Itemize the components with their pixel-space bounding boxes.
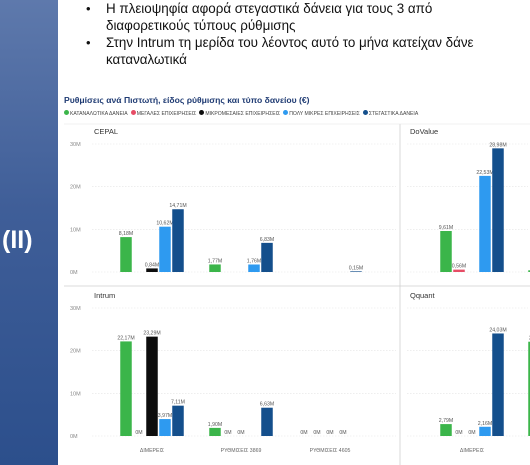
bar (440, 230, 452, 272)
legend-label: ΜΙΚΡΟΜΕΣΑΙΕΣ ΕΠΙΧΕΙΡΗΣΕΙΣ (205, 110, 281, 117)
bar (248, 264, 260, 272)
bar (528, 341, 530, 436)
x-category-label: ΡΥΘΜΙΣΕΙΣ 4605 (310, 448, 351, 454)
chart-legend: ΚΑΤΑΝΑΛΩΤΙΚΑ ΔΑΝΕΙΑ ΜΕΓΑΛΕΣ ΕΠΙΧΕΙΡΗΣΕΙΣ Μ… (64, 110, 421, 117)
bar (146, 268, 158, 272)
bar-value-label: 23,29M (143, 331, 160, 337)
bar (440, 424, 452, 436)
x-category-label: ΔΙΜΕΡΕΙΣ (460, 448, 484, 454)
legend-swatch-icon (130, 110, 136, 115)
x-category-label: ΔΙΜΕΡΕΙΣ (140, 448, 164, 454)
bar-value-label: 1,76M (247, 258, 261, 264)
bar-value-label: 22,17M (117, 335, 134, 341)
bar-value-label: 0M (326, 430, 333, 436)
bar (120, 237, 132, 272)
bar (209, 264, 221, 272)
panel-title: Qquant (410, 291, 436, 300)
bullet-line: διαφορετικούς τύπους ρύθμισης (106, 18, 296, 33)
slide-side-band (0, 0, 58, 465)
bar-value-label: 8,18M (119, 231, 133, 237)
y-tick-label: 10M (70, 227, 81, 233)
legend-label: ΚΑΤΑΝΑΛΩΤΙΚΑ ΔΑΝΕΙΑ (70, 110, 128, 117)
bar-value-label: 0M (300, 430, 307, 436)
bar-value-label: 1,77M (208, 258, 222, 264)
bar (159, 226, 171, 272)
slide-section-label: (II) (2, 226, 33, 254)
bar-value-label: 6,63M (260, 402, 274, 408)
y-tick-label: 0M (70, 270, 78, 276)
panel-title: DoValue (410, 127, 438, 136)
y-tick-label: 30M (70, 142, 81, 148)
legend-swatch-icon (64, 110, 69, 115)
bar-value-label: 1,90M (208, 422, 222, 428)
bar-value-label: 7,11M (171, 400, 185, 406)
legend-swatch-icon (362, 110, 368, 115)
legend-item: ΚΑΤΑΝΑΛΩΤΙΚΑ ΔΑΝΕΙΑ (64, 110, 128, 117)
legend-item: ΜΙΚΡΟΜΕΣΑΙΕΣ ΕΠΙΧΕΙΡΗΣΕΙΣ (199, 110, 281, 117)
bar (172, 405, 184, 436)
bar-value-label: 0M (224, 430, 231, 436)
bar (261, 242, 273, 272)
y-tick-label: 20M (70, 349, 81, 355)
bar-value-label: 6,83M (260, 237, 274, 243)
bar-value-label: 3,97M (158, 413, 172, 419)
legend-swatch-icon (283, 110, 289, 115)
bar-value-label: 9,61M (439, 225, 453, 231)
bar (492, 333, 504, 436)
bar (209, 427, 221, 436)
panel-title: Intrum (94, 291, 115, 300)
bullet-item: • Στην Intrum τη μερίδα του λέοντος αυτό… (84, 34, 530, 68)
bar (479, 426, 491, 436)
bar-value-label: 22,53M (476, 170, 493, 176)
bar-value-label: 22,1 (529, 336, 530, 342)
legend-item: ΣΤΕΓΑΣΤΙΚΑ ΔΑΝΕΙΑ (362, 110, 419, 117)
bullet-line: Η πλειοψηφία αφορά στεγαστικά δάνεια για… (106, 1, 433, 16)
bar (453, 269, 465, 272)
bullet-list: • Η πλειοψηφία αφορά στεγαστικά δάνεια γ… (84, 0, 530, 68)
bar (492, 148, 504, 272)
bar-value-label: 0M (237, 430, 244, 436)
bar-value-label: 28,98M (489, 142, 506, 148)
legend-item: ΠΟΛΥ ΜΙΚΡΕΣ ΕΠΙΧΕΙΡΗΣΕΙΣ (283, 110, 360, 117)
bar-value-label: 0,84M (145, 262, 159, 268)
bar (528, 270, 530, 272)
legend-label: ΣΤΕΓΑΣΤΙΚΑ ΔΑΝΕΙΑ (368, 110, 419, 117)
bar-value-label: 10,62M (156, 221, 173, 227)
bar (479, 175, 491, 272)
bar (120, 341, 132, 436)
bar (172, 209, 184, 272)
bar-value-label: 0,56M (452, 264, 466, 270)
bar-value-label: 24,03M (489, 327, 506, 333)
bullet-dot-icon: • (86, 35, 91, 50)
bar-value-label: 0,15M (349, 265, 363, 271)
bar-value-label: 0M (339, 430, 346, 436)
legend-label: ΜΕΓΑΛΕΣ ΕΠΙΧΕΙΡΗΣΕΙΣ (136, 110, 197, 117)
legend-item: ΜΕΓΑΛΕΣ ΕΠΙΧΕΙΡΗΣΕΙΣ (130, 110, 197, 117)
y-tick-label: 0M (70, 434, 78, 440)
bullet-line: καταναλωτικά (106, 52, 187, 67)
chart-title: Ρυθμίσεις ανά Πιστωτή, είδος ρύθμισης κα… (64, 95, 310, 105)
x-category-label: ΡΥΘΜΙΣΕΙΣ 3869 (221, 448, 262, 454)
bar (159, 419, 171, 436)
bullet-dot-icon: • (86, 1, 91, 16)
bar-value-label: 14,71M (169, 203, 186, 209)
panel-title: CEPAL (94, 127, 118, 136)
bar-value-label: 0M (455, 430, 462, 436)
bar-value-label: 2,16M (478, 421, 492, 427)
legend-label: ΠΟΛΥ ΜΙΚΡΕΣ ΕΠΙΧΕΙΡΗΣΕΙΣ (289, 110, 360, 117)
legend-swatch-icon (199, 110, 205, 115)
bar-value-label: 0M (135, 430, 142, 436)
y-tick-label: 20M (70, 185, 81, 191)
bar-value-label: 2,79M (439, 418, 453, 424)
bar (350, 271, 362, 272)
bullet-item: • Η πλειοψηφία αφορά στεγαστικά δάνεια γ… (84, 0, 530, 34)
bar-value-label: 0M (468, 430, 475, 436)
y-tick-label: 30M (70, 306, 81, 312)
bar (261, 407, 273, 436)
bar-value-label: 0M (313, 430, 320, 436)
y-tick-label: 10M (70, 391, 81, 397)
bullet-line: Στην Intrum τη μερίδα του λέοντος αυτό τ… (106, 35, 474, 50)
bar (146, 336, 158, 436)
